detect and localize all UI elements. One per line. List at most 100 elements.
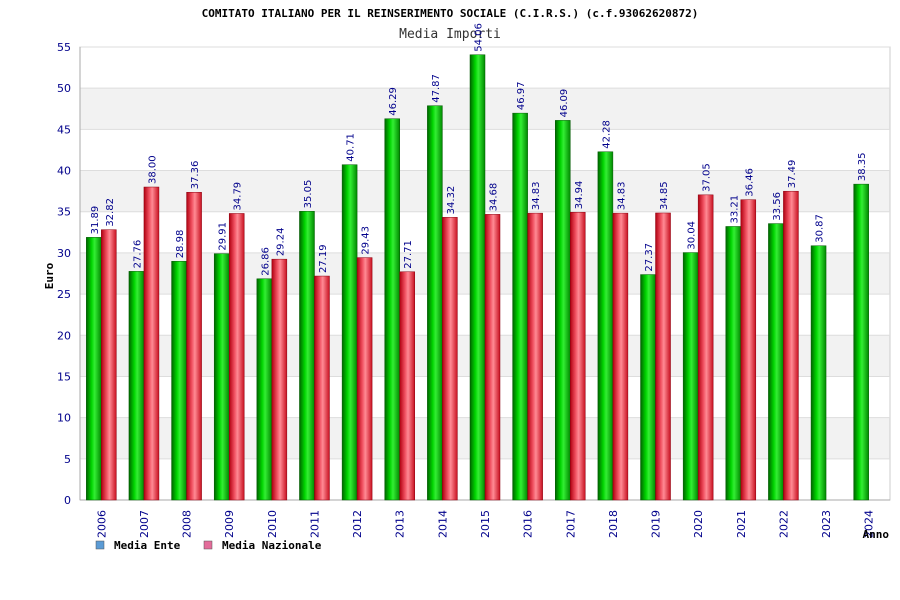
x-tick-label: 2007	[138, 510, 151, 538]
bar-media-nazionale-2006	[101, 229, 117, 501]
value-label: 33.21	[729, 195, 740, 224]
legend-label: Media Ente	[114, 539, 181, 552]
x-tick-label: 2019	[650, 510, 663, 538]
bar-media-ente-2021	[725, 226, 742, 501]
bar-media-nazionale-2021	[740, 199, 757, 501]
bar-media-nazionale-2017	[570, 211, 586, 501]
value-label: 28.98	[175, 230, 186, 259]
bar-media-nazionale-2020	[697, 194, 714, 501]
bar-media-ente-2017	[555, 120, 571, 501]
x-tick-label: 2020	[692, 510, 705, 538]
x-tick-label: 2011	[308, 510, 321, 538]
value-label: 46.97	[516, 81, 527, 110]
value-label: 36.46	[744, 168, 755, 197]
bar-media-ente-2016	[512, 112, 528, 501]
value-label: 37.49	[787, 160, 798, 189]
bar-media-nazionale-2014	[442, 217, 458, 501]
value-label: 30.87	[815, 214, 826, 243]
value-label: 35.05	[303, 180, 314, 209]
bar-media-ente-2006	[86, 237, 102, 501]
y-tick-label: 25	[57, 288, 71, 301]
bar-media-nazionale-2016	[527, 212, 543, 501]
y-tick-label: 20	[57, 329, 71, 342]
x-tick-label: 2009	[223, 510, 236, 538]
bar-media-ente-2023	[810, 245, 827, 501]
value-label: 37.05	[702, 163, 713, 192]
x-tick-label: 2023	[820, 510, 833, 538]
value-label: 34.83	[616, 181, 627, 210]
bars	[86, 54, 869, 501]
value-label: 38.35	[857, 152, 868, 181]
bar-media-ente-2010	[256, 278, 273, 501]
bar-media-ente-2011	[299, 211, 315, 501]
value-label: 27.37	[644, 243, 655, 272]
value-label: 30.04	[687, 221, 698, 250]
x-tick-label: 2022	[777, 510, 790, 538]
y-tick-label: 30	[57, 247, 71, 260]
value-label: 29.43	[361, 226, 372, 255]
x-tick-label: 2018	[607, 510, 620, 538]
bar-media-ente-2018	[597, 151, 614, 501]
y-tick-label: 5	[64, 453, 71, 466]
value-label: 34.83	[531, 181, 542, 210]
value-label: 26.86	[260, 247, 271, 276]
bar-media-ente-2007	[128, 271, 145, 501]
bar-media-ente-2024	[853, 183, 869, 501]
y-axis-label: Euro	[43, 262, 56, 289]
x-axis-label: Anno	[863, 528, 890, 541]
value-label: 29.91	[218, 222, 229, 251]
value-label: 46.29	[388, 87, 399, 116]
bar-media-nazionale-2015	[484, 214, 501, 501]
bar-media-nazionale-2019	[655, 212, 671, 501]
y-tick-label: 0	[64, 494, 71, 507]
y-tick-label: 50	[57, 82, 71, 95]
x-tick-label: 2015	[479, 510, 492, 538]
bar-media-nazionale-2009	[228, 213, 245, 501]
y-tick-label: 35	[57, 206, 71, 219]
value-label: 37.36	[190, 161, 201, 190]
bar-media-nazionale-2018	[612, 212, 629, 501]
bar-media-nazionale-2013	[399, 271, 415, 501]
value-label: 27.76	[132, 240, 143, 269]
bar-media-ente-2020	[682, 252, 699, 501]
bar-media-nazionale-2008	[186, 192, 202, 501]
value-label: 29.24	[275, 228, 286, 257]
value-label: 40.71	[346, 133, 357, 162]
value-label: 47.87	[431, 74, 442, 103]
chart-subtitle: Media Importi	[399, 27, 501, 42]
x-tick-label: 2014	[436, 510, 449, 538]
value-label: 38.00	[147, 155, 158, 184]
x-tick-label: 2008	[181, 510, 194, 538]
bar-media-ente-2015	[469, 54, 486, 501]
y-tick-label: 15	[57, 370, 71, 383]
x-axis-ticks: 2006 2007 2008 2009 2010 2011 2012 2013 2014 2015…	[95, 510, 875, 538]
x-tick-label: 2012	[351, 510, 364, 538]
chart-title: COMITATO ITALIANO PER IL REINSERIMENTO S…	[202, 7, 699, 20]
bar-media-nazionale-2010	[271, 258, 288, 501]
value-label: 34.32	[446, 186, 457, 215]
bar-media-ente-2012	[341, 164, 358, 501]
y-tick-label: 10	[57, 412, 71, 425]
bar-media-nazionale-2011	[314, 275, 330, 501]
value-labels: 31.89 27.76 28.98 29.91 26.86 35.05 40.71 46.29…	[90, 23, 868, 276]
x-tick-label: 2016	[522, 510, 535, 538]
value-label: 46.09	[559, 89, 570, 118]
bar-media-ente-2008	[171, 261, 187, 501]
y-tick-label: 45	[57, 123, 71, 136]
value-label: 27.71	[403, 240, 414, 269]
y-tick-label: 55	[57, 41, 71, 54]
value-label: 42.28	[601, 120, 612, 149]
bar-media-nazionale-2007	[143, 186, 160, 501]
bar-media-ente-2014	[427, 105, 443, 501]
x-tick-label: 2013	[394, 510, 407, 538]
y-tick-label: 40	[57, 165, 71, 178]
x-tick-label: 2006	[95, 510, 108, 538]
x-tick-label: 2017	[564, 510, 577, 538]
x-tick-label: 2010	[266, 510, 279, 538]
bar-media-nazionale-2022	[783, 190, 799, 501]
value-label: 34.68	[489, 183, 500, 212]
x-tick-label: 2024	[863, 510, 876, 538]
bar-media-ente-2019	[640, 274, 656, 501]
value-label: 34.85	[659, 181, 670, 210]
